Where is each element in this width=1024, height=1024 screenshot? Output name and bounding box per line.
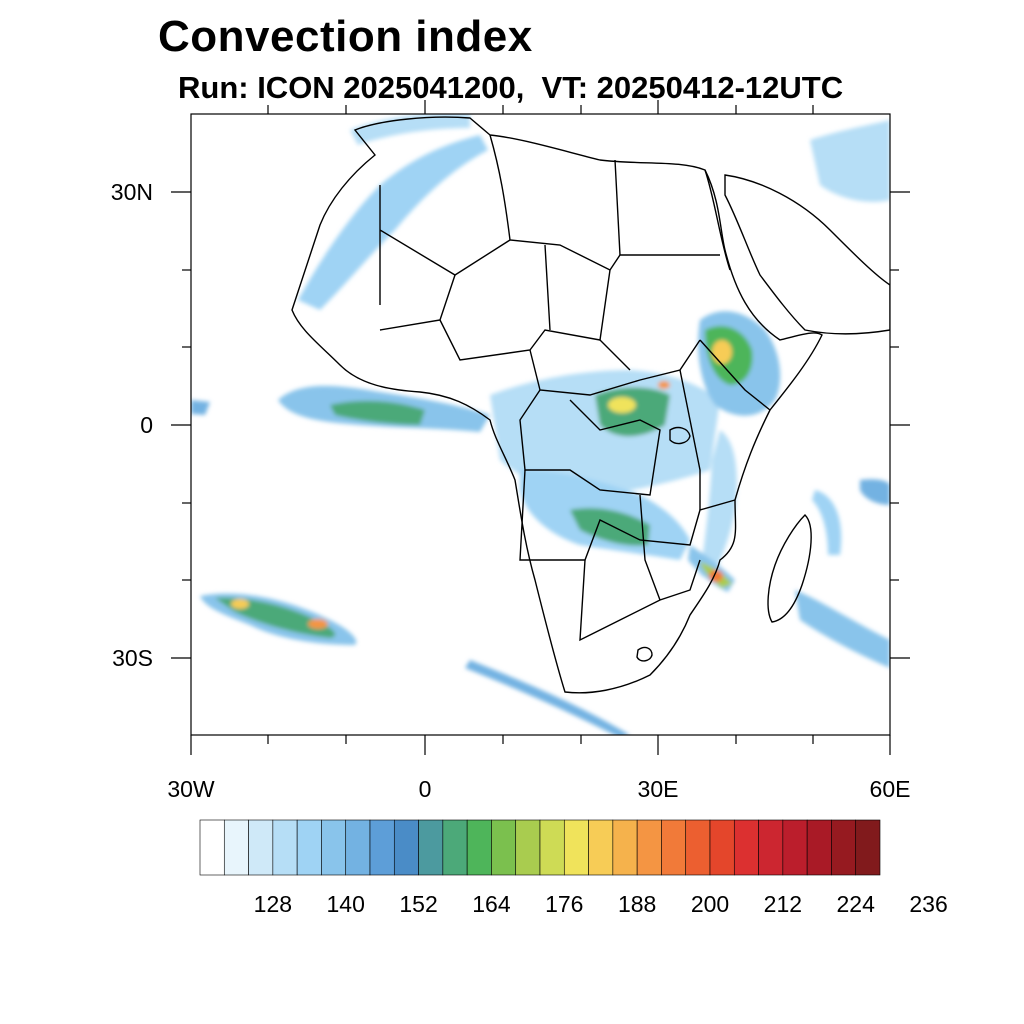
colorbar-box <box>418 819 444 876</box>
lat-label-0: 0 <box>140 412 153 438</box>
colorbar-label: 128 <box>254 891 292 917</box>
colorbar-box <box>539 819 565 876</box>
colorbar-label: 212 <box>764 891 802 917</box>
colorbar-box <box>296 819 322 876</box>
lon-label-30e: 30E <box>638 776 679 802</box>
convection-shading <box>191 114 890 735</box>
colorbar-label: 152 <box>399 891 437 917</box>
shade-guinea-core <box>330 400 425 425</box>
colorbar-label: 164 <box>472 891 511 917</box>
colorbar-label: 176 <box>545 891 583 917</box>
africa-coastline <box>291 116 823 694</box>
red-sea-west <box>704 169 731 271</box>
colorbar-box <box>563 819 589 876</box>
chart-title: Convection index <box>158 12 533 61</box>
colorbar-labels: 128 140 152 164 176 188 200 212 224 236 <box>254 891 948 917</box>
lon-label-60e: 60E <box>870 776 911 802</box>
colorbar-label: 188 <box>618 891 656 917</box>
lon-label-30w: 30W <box>167 776 215 802</box>
coastlines <box>291 116 890 694</box>
colorbar-box <box>806 819 832 876</box>
colorbar-box <box>733 819 759 876</box>
border-5 <box>519 389 661 496</box>
colorbar-box <box>612 819 638 876</box>
border-9 <box>679 339 771 510</box>
border-10 <box>639 494 661 601</box>
madagascar <box>767 514 812 623</box>
colorbar-box <box>345 819 371 876</box>
colorbar-box <box>782 819 808 876</box>
colorbar-box <box>369 819 395 876</box>
colorbar-box <box>831 819 857 876</box>
lake-victoria <box>669 426 691 445</box>
chart-subtitle: Run: ICON 2025041200, VT: 20250412-12UTC <box>178 70 844 105</box>
shade-hotspot-central <box>608 397 636 413</box>
border-7 <box>579 559 701 642</box>
colorbar-box <box>661 819 687 876</box>
colorbar-box <box>272 819 298 876</box>
border-6 <box>519 469 736 561</box>
shade-trailing-band <box>465 660 630 735</box>
shade-northwest-africa <box>298 135 488 310</box>
colorbar-box <box>515 819 541 876</box>
colorbar-box <box>491 819 517 876</box>
lon-label-0: 0 <box>419 776 432 802</box>
colorbar-box <box>466 819 492 876</box>
border-1 <box>489 134 720 271</box>
shade-hotspot-ethiopia <box>712 340 732 364</box>
colorbar-label: 140 <box>327 891 365 917</box>
colorbar-box <box>685 819 711 876</box>
shade-west-ocean-spot <box>191 400 210 415</box>
shade-hotspot-lake-victoria <box>658 381 670 389</box>
colorbar-box <box>709 819 735 876</box>
colorbar-box <box>321 819 347 876</box>
border-8 <box>544 159 631 371</box>
shade-indian-ocean-south <box>795 590 890 668</box>
colorbar-box <box>393 819 419 876</box>
lesotho <box>636 646 653 662</box>
lat-label-30n: 30N <box>111 179 153 205</box>
colorbar <box>199 819 881 876</box>
axis-ticks <box>171 100 910 755</box>
shade-arabia-east <box>810 120 890 202</box>
arabian-peninsula <box>724 174 890 335</box>
colorbar-box <box>588 819 614 876</box>
colorbar-label: 200 <box>691 891 729 917</box>
border-4 <box>529 339 701 396</box>
colorbar-box <box>758 819 784 876</box>
shade-hotspot-atlantic-2 <box>231 599 249 609</box>
colorbar-label: 236 <box>909 891 947 917</box>
shade-zambia-core <box>570 508 650 546</box>
colorbar-label: 224 <box>837 891 876 917</box>
shade-north-coast <box>350 114 470 145</box>
colorbar-box <box>636 819 662 876</box>
colorbar-box <box>223 819 249 876</box>
border-3 <box>379 269 611 361</box>
colorbar-box <box>199 819 225 876</box>
shade-madagascar-east <box>812 490 842 555</box>
lat-label-30s: 30S <box>112 645 153 671</box>
colorbar-box <box>442 819 468 876</box>
shade-ne-corner <box>860 479 890 505</box>
colorbar-box <box>855 819 881 876</box>
shade-hotspot-atlantic <box>308 619 328 629</box>
colorbar-box <box>248 819 274 876</box>
